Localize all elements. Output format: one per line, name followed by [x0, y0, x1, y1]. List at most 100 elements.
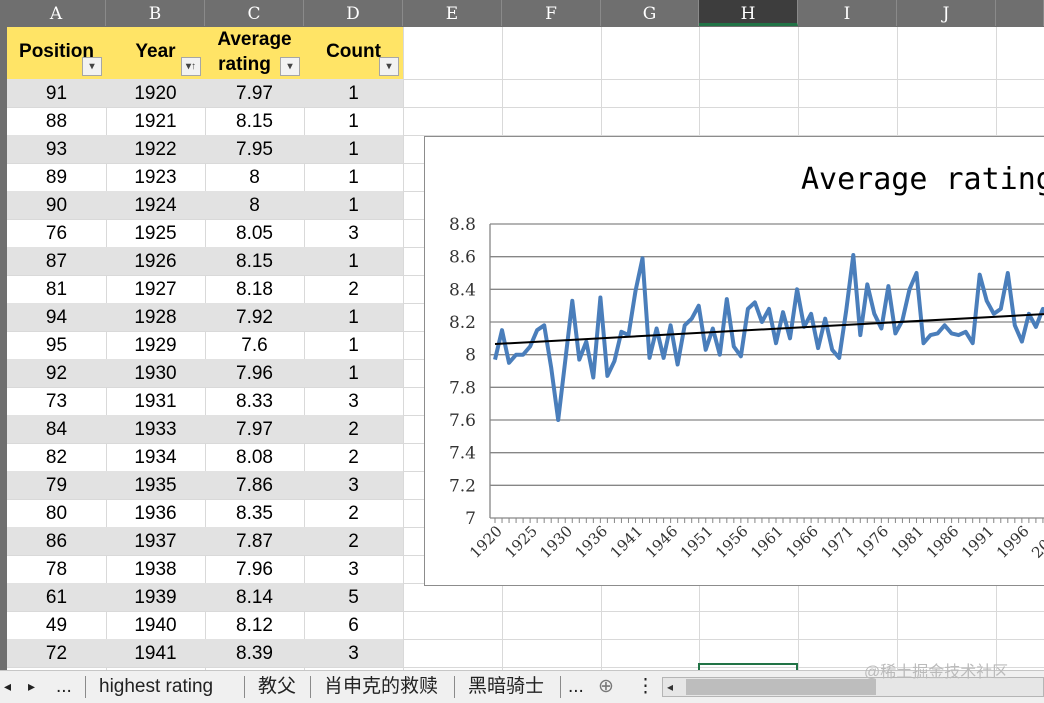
column-header-j[interactable]: J [897, 0, 996, 26]
table-cell[interactable]: 86 [45, 531, 68, 552]
table-cell[interactable]: 89 [45, 167, 68, 188]
worksheet-grid[interactable]: Position ▾ Year ▾↑ Average rating ▾ Coun… [7, 27, 1044, 670]
table-cell[interactable]: 90 [45, 195, 68, 216]
tabs-more-right[interactable]: ... [568, 676, 584, 697]
table-cell[interactable]: 3 [348, 391, 359, 412]
sort-filter-icon[interactable]: ▾↑ [181, 57, 201, 76]
table-cell[interactable]: 91 [45, 83, 68, 104]
table-cell[interactable]: 8.05 [236, 223, 273, 244]
table-cell[interactable]: 2 [348, 419, 359, 440]
table-cell[interactable]: 2 [348, 447, 359, 468]
tab-shawshank[interactable]: 肖申克的救赎 [324, 676, 439, 697]
table-cell[interactable]: 3 [348, 475, 359, 496]
column-header-a[interactable]: A [7, 0, 106, 26]
tab-nav-prev-icon[interactable]: ◂ [4, 678, 12, 694]
table-cell[interactable]: 8 [249, 167, 260, 188]
table-cell[interactable]: 1 [348, 335, 359, 356]
tab-dark-knight[interactable]: 黑暗骑士 [468, 676, 545, 697]
table-cell[interactable]: 76 [45, 223, 68, 244]
table-cell[interactable]: 3 [348, 559, 359, 580]
table-cell[interactable]: 8.33 [236, 391, 273, 412]
column-header-h[interactable]: H [699, 0, 798, 26]
table-cell[interactable]: 79 [45, 475, 68, 496]
table-cell[interactable]: 1933 [134, 419, 177, 440]
column-header-c[interactable]: C [205, 0, 304, 26]
column-header-k[interactable] [996, 0, 1044, 26]
table-cell[interactable]: 8.12 [236, 615, 273, 636]
table-cell[interactable]: 78 [45, 559, 68, 580]
table-cell[interactable]: 84 [45, 419, 68, 440]
column-header-i[interactable]: I [798, 0, 897, 26]
table-cell[interactable]: 82 [45, 447, 68, 468]
options-icon[interactable]: ⋮ [636, 676, 655, 697]
tab-nav-next-icon[interactable]: ▸ [28, 678, 36, 694]
table-cell[interactable]: 7.92 [236, 307, 273, 328]
table-cell[interactable]: 7.96 [236, 363, 273, 384]
table-cell[interactable]: 2 [348, 279, 359, 300]
table-cell[interactable]: 92 [45, 363, 68, 384]
column-header-b[interactable]: B [106, 0, 205, 26]
table-cell[interactable]: 80 [45, 503, 68, 524]
column-header-e[interactable]: E [403, 0, 502, 26]
table-cell[interactable]: 8.18 [236, 279, 273, 300]
selected-cell[interactable] [698, 663, 798, 671]
scrollbar-thumb[interactable] [686, 679, 876, 695]
table-cell[interactable]: 1 [348, 251, 359, 272]
table-cell[interactable]: 1939 [134, 587, 177, 608]
table-cell[interactable]: 7.6 [241, 335, 268, 356]
table-cell[interactable]: 1924 [134, 195, 177, 216]
tab-godfather[interactable]: 教父 [258, 676, 297, 697]
table-cell[interactable]: 94 [45, 307, 68, 328]
table-cell[interactable]: 8.08 [236, 447, 273, 468]
table-cell[interactable]: 7.97 [236, 83, 273, 104]
table-cell[interactable]: 1921 [134, 111, 177, 132]
table-cell[interactable]: 1 [348, 111, 359, 132]
table-cell[interactable]: 7.96 [236, 559, 273, 580]
table-cell[interactable]: 1936 [134, 503, 177, 524]
table-cell[interactable]: 93 [45, 139, 68, 160]
add-sheet-icon[interactable]: ⊕ [598, 676, 614, 697]
table-cell[interactable]: 1923 [134, 167, 177, 188]
table-cell[interactable]: 88 [45, 111, 68, 132]
table-cell[interactable]: 1 [348, 83, 359, 104]
table-cell[interactable]: 61 [45, 587, 68, 608]
table-cell[interactable]: 1927 [134, 279, 177, 300]
table-cell[interactable]: 1 [348, 363, 359, 384]
table-cell[interactable]: 1926 [134, 251, 177, 272]
table-cell[interactable]: 1928 [134, 307, 177, 328]
table-cell[interactable]: 5 [348, 587, 359, 608]
column-header-d[interactable]: D [304, 0, 403, 26]
tabs-more-left[interactable]: ... [56, 676, 72, 697]
tab-highest-rating[interactable]: highest rating [99, 676, 214, 697]
table-cell[interactable]: 7.86 [236, 475, 273, 496]
table-cell[interactable]: 8.15 [236, 111, 273, 132]
table-cell[interactable]: 1941 [134, 643, 177, 664]
table-cell[interactable]: 1940 [134, 615, 177, 636]
table-cell[interactable]: 1922 [134, 139, 177, 160]
table-cell[interactable]: 8.15 [236, 251, 273, 272]
table-cell[interactable]: 1931 [134, 391, 177, 412]
table-cell[interactable]: 7.97 [236, 419, 273, 440]
table-cell[interactable]: 72 [45, 643, 68, 664]
table-cell[interactable]: 81 [45, 279, 68, 300]
table-cell[interactable]: 3 [348, 223, 359, 244]
column-header-f[interactable]: F [502, 0, 601, 26]
table-cell[interactable]: 1 [348, 139, 359, 160]
table-cell[interactable]: 1930 [134, 363, 177, 384]
line-chart[interactable]: Average rating 8.8 8.6 8.4 8.2 8 7.8 7.6 7.4 7.2 7… [424, 136, 1044, 586]
table-cell[interactable]: 8.39 [236, 643, 273, 664]
table-cell[interactable]: 49 [45, 615, 68, 636]
table-cell[interactable]: 1938 [134, 559, 177, 580]
table-cell[interactable]: 1 [348, 195, 359, 216]
table-cell[interactable]: 73 [45, 391, 68, 412]
table-cell[interactable]: 8.14 [236, 587, 273, 608]
filter-dropdown-icon[interactable]: ▾ [379, 57, 399, 76]
table-cell[interactable]: 1935 [134, 475, 177, 496]
table-cell[interactable]: 1937 [134, 531, 177, 552]
scroll-left-icon[interactable]: ◂ [667, 680, 674, 694]
table-cell[interactable]: 87 [45, 251, 68, 272]
filter-dropdown-icon[interactable]: ▾ [280, 57, 300, 76]
table-cell[interactable]: 6 [348, 615, 359, 636]
filter-dropdown-icon[interactable]: ▾ [82, 57, 102, 76]
table-cell[interactable]: 2 [348, 503, 359, 524]
